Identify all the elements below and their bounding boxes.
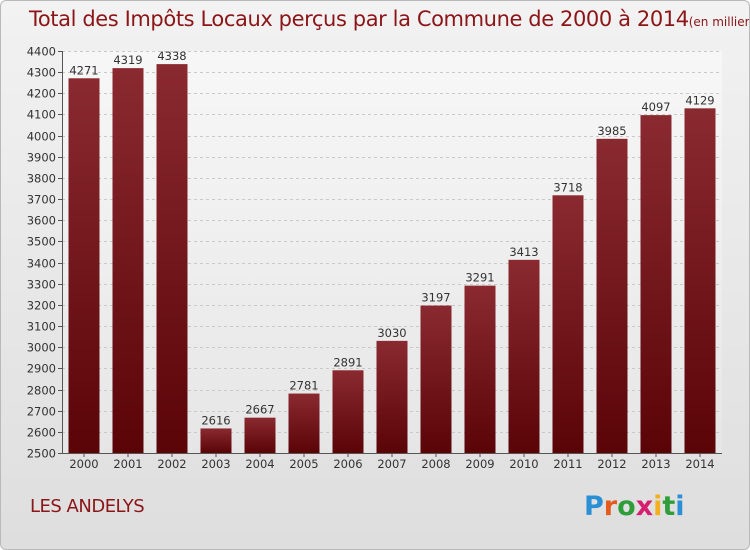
data-label-2008: 3197: [421, 291, 450, 305]
bar-2010: [508, 259, 540, 453]
bar-2011: [552, 195, 584, 453]
chart-title-unit: (en milliers d'€): [688, 15, 750, 29]
x-tick-label-2011: 2011: [553, 457, 582, 471]
bar-2005: [288, 393, 320, 453]
data-label-2014: 4129: [685, 93, 714, 107]
bar-2014: [684, 108, 716, 454]
bar-2001: [112, 68, 144, 454]
x-tick-label-2001: 2001: [113, 457, 142, 471]
bar-2009: [464, 285, 496, 453]
y-tick-label: 2500: [27, 447, 56, 461]
y-tick-label: 4300: [27, 66, 56, 80]
x-tick-label-2004: 2004: [245, 457, 274, 471]
bar-2008: [420, 305, 452, 453]
commune-name: LES ANDELYS: [30, 496, 145, 517]
bar-2006: [332, 370, 364, 453]
logo-letter: x: [635, 491, 654, 522]
bar-2002: [156, 64, 188, 453]
bar-2012: [596, 138, 628, 453]
chart-title-main: Total des Impôts Locaux perçus par la Co…: [29, 7, 689, 31]
data-label-2012: 3985: [597, 124, 626, 138]
x-tick-label-2013: 2013: [641, 457, 670, 471]
y-tick-label: 3600: [27, 214, 56, 228]
x-tick-label-2007: 2007: [377, 457, 406, 471]
y-tick-label: 4000: [27, 130, 56, 144]
data-label-2011: 3718: [553, 180, 582, 194]
bar-2004: [244, 417, 276, 453]
x-tick-label-2012: 2012: [597, 457, 626, 471]
logo-letter: r: [603, 491, 618, 522]
chart-title: Total des Impôts Locaux perçus par la Co…: [29, 7, 750, 31]
y-tick-label: 3500: [27, 235, 56, 249]
bar-2003: [200, 428, 232, 453]
proxiti-logo: Proxiti: [584, 491, 685, 522]
data-label-2002: 4338: [157, 49, 186, 63]
y-tick-label: 4100: [27, 108, 56, 122]
data-label-2013: 4097: [641, 100, 670, 114]
logo-letter: P: [584, 491, 604, 522]
x-tick-label-2000: 2000: [69, 457, 98, 471]
y-tick-label: 4400: [27, 45, 56, 59]
logo-letter: i: [675, 491, 685, 522]
logo-letter: i: [653, 491, 663, 522]
logo-letter: t: [662, 491, 676, 522]
data-label-2005: 2781: [289, 379, 318, 393]
x-tick-label-2008: 2008: [421, 457, 450, 471]
y-tick-label: 4200: [27, 87, 56, 101]
y-tick-label: 2600: [27, 426, 56, 440]
y-tick-label: 3800: [27, 172, 56, 186]
bar-2013: [640, 115, 672, 453]
data-label-2000: 4271: [69, 63, 98, 77]
x-tick-label-2002: 2002: [157, 457, 186, 471]
data-label-2001: 4319: [113, 53, 142, 67]
data-label-2010: 3413: [509, 245, 538, 259]
x-tick-label-2009: 2009: [465, 457, 494, 471]
x-tick-label-2014: 2014: [685, 457, 714, 471]
data-label-2009: 3291: [465, 271, 494, 285]
x-tick-label-2003: 2003: [201, 457, 230, 471]
y-tick-label: 3900: [27, 151, 56, 165]
data-label-2007: 3030: [377, 326, 406, 340]
y-tick-label: 3000: [27, 341, 56, 355]
data-label-2006: 2891: [333, 355, 362, 369]
y-tick-label: 3200: [27, 299, 56, 313]
y-tick-label: 2800: [27, 384, 56, 398]
x-tick-label-2006: 2006: [333, 457, 362, 471]
x-tick-label-2010: 2010: [509, 457, 538, 471]
bar-2007: [376, 340, 408, 453]
y-tick-label: 2700: [27, 405, 56, 419]
data-label-2003: 2616: [201, 413, 230, 427]
y-tick-label: 3700: [27, 193, 56, 207]
bar-2000: [68, 78, 100, 453]
x-tick-label-2005: 2005: [289, 457, 318, 471]
y-tick-label: 3400: [27, 257, 56, 271]
y-tick-label: 2900: [27, 362, 56, 376]
logo-letter: o: [617, 491, 636, 522]
data-label-2004: 2667: [245, 403, 274, 417]
y-tick-label: 3100: [27, 320, 56, 334]
y-tick-label: 3300: [27, 278, 56, 292]
